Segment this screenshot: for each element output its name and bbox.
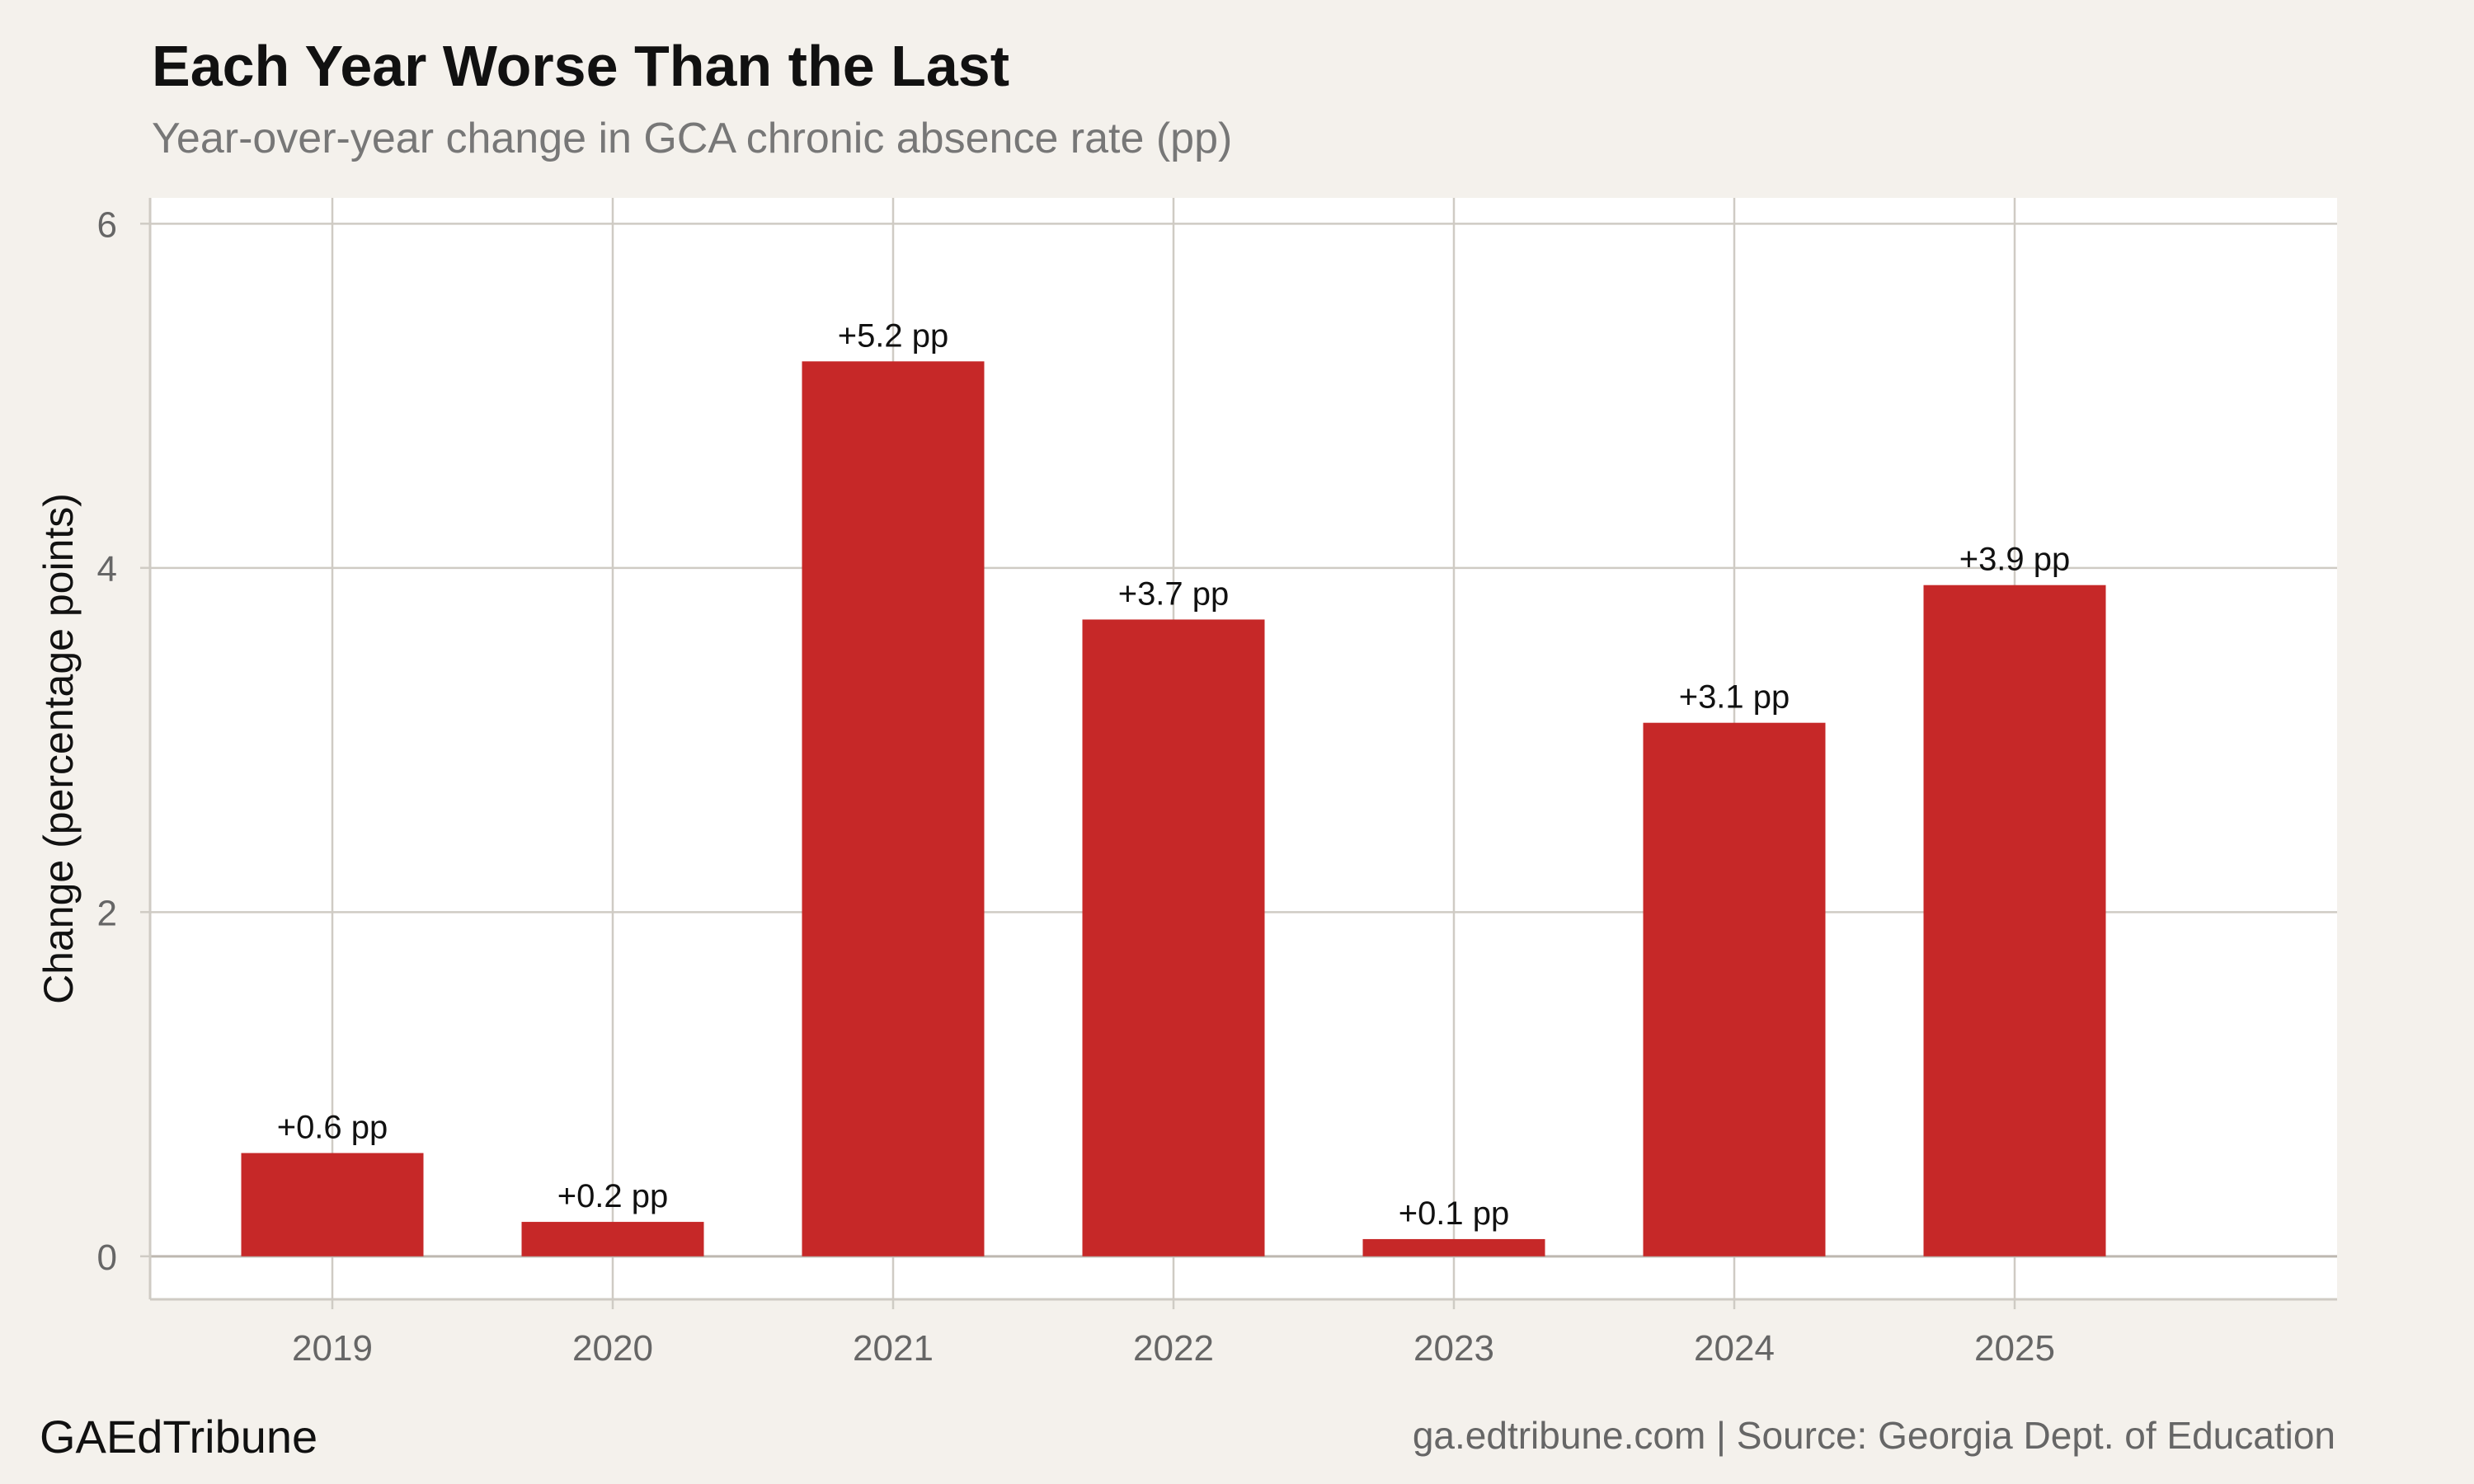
x-tick-label-2023: 2023	[1413, 1328, 1494, 1369]
data-label-2020: +0.2 pp	[557, 1178, 669, 1214]
data-label-2021: +5.2 pp	[838, 317, 949, 354]
chart-title: Each Year Worse Than the Last	[152, 34, 1010, 98]
bar-2021	[802, 361, 985, 1256]
data-label-2019: +0.6 pp	[277, 1110, 388, 1146]
x-tick-label-2024: 2024	[1694, 1328, 1775, 1369]
x-tick-label-2025: 2025	[1974, 1328, 2055, 1369]
data-label-2025: +3.9 pp	[1959, 542, 2071, 578]
chart-subtitle: Year-over-year change in GCA chronic abs…	[152, 115, 1233, 162]
bars	[241, 361, 2106, 1256]
data-label-2024: +3.1 pp	[1679, 679, 1790, 716]
brand-logo-text: GAEdTribune	[40, 1411, 318, 1463]
tick-labels: 0 2 4 6 2019 2020 2021 2022 2023 2024 2025	[97, 204, 2055, 1369]
x-tick-label-2022: 2022	[1133, 1328, 1214, 1369]
bar-2025	[1923, 585, 2106, 1256]
bar-2023	[1362, 1238, 1545, 1256]
y-tick-label: 6	[97, 204, 117, 245]
y-axis-label: Change (percentage points)	[35, 493, 82, 1004]
axes	[148, 198, 2337, 1301]
x-tick-label-2019: 2019	[292, 1328, 373, 1369]
data-labels: +0.6 pp +0.2 pp +5.2 pp +3.7 pp +0.1 pp +3.1 …	[277, 317, 2071, 1232]
bar-2022	[1082, 619, 1265, 1256]
x-tick-label-2020: 2020	[572, 1328, 653, 1369]
source-credit: ga.edtribune.com | Source: Georgia Dept.…	[1412, 1414, 2335, 1457]
y-tick-label: 0	[97, 1237, 117, 1278]
bar-2024	[1643, 722, 1826, 1256]
data-label-2023: +0.1 pp	[1399, 1195, 1510, 1232]
bar-2019	[241, 1153, 424, 1256]
y-tick-label: 4	[97, 549, 117, 589]
y-tick-label: 2	[97, 893, 117, 933]
bar-2020	[521, 1222, 704, 1256]
x-tick-label-2021: 2021	[853, 1328, 934, 1369]
data-label-2022: +3.7 pp	[1118, 575, 1230, 612]
